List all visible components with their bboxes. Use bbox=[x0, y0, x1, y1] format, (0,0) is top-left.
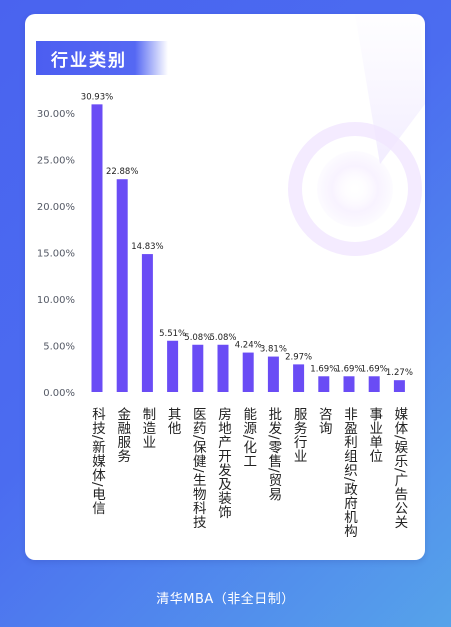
category-label: 制造业 bbox=[139, 407, 156, 449]
category-label: 事业单位 bbox=[366, 407, 383, 463]
y-tick-label: 10.00% bbox=[37, 295, 75, 306]
bar bbox=[217, 344, 229, 392]
bar bbox=[318, 376, 330, 392]
bar bbox=[141, 254, 153, 392]
value-label: 4.24% bbox=[235, 341, 262, 351]
title-badge: 行业类别 bbox=[36, 41, 168, 75]
category-label: 服务行业 bbox=[291, 407, 308, 463]
background-decoration bbox=[288, 14, 425, 256]
value-label: 1.69% bbox=[310, 364, 337, 374]
value-label: 5.08% bbox=[209, 333, 236, 343]
bar bbox=[167, 340, 179, 392]
value-label: 1.69% bbox=[361, 364, 388, 374]
y-tick-label: 5.00% bbox=[43, 342, 75, 353]
category-label: 医药/保健/生物科技 bbox=[190, 407, 207, 529]
y-tick-label: 0.00% bbox=[43, 388, 75, 399]
y-tick-label: 25.00% bbox=[37, 156, 75, 167]
value-label: 1.27% bbox=[386, 368, 413, 378]
bar bbox=[91, 104, 103, 392]
value-label: 1.69% bbox=[335, 364, 362, 374]
value-label: 22.88% bbox=[106, 167, 138, 177]
bar bbox=[393, 380, 405, 392]
y-tick-label: 15.00% bbox=[37, 249, 75, 260]
category-label: 能源/化工 bbox=[240, 407, 257, 468]
footer-caption: 清华MBA（非全日制） bbox=[156, 592, 295, 607]
bar bbox=[242, 352, 254, 392]
bar bbox=[267, 356, 279, 392]
category-label: 媒体/娱乐/广告公关 bbox=[391, 407, 408, 529]
y-tick-label: 30.00% bbox=[37, 109, 75, 120]
category-label: 咨询 bbox=[316, 407, 333, 435]
value-label: 3.81% bbox=[260, 345, 287, 355]
category-label: 房地产开发及装饰 bbox=[215, 407, 232, 519]
category-label: 其他 bbox=[165, 407, 182, 436]
category-label: 金融服务 bbox=[114, 407, 131, 463]
category-label: 非盈利组织/政府机构 bbox=[341, 407, 358, 538]
category-label: 批发/零售/贸易 bbox=[265, 407, 282, 501]
bar bbox=[343, 376, 355, 392]
value-label: 2.97% bbox=[285, 352, 312, 362]
value-label: 5.51% bbox=[159, 329, 186, 339]
chart-title: 行业类别 bbox=[51, 51, 127, 71]
bar bbox=[116, 179, 128, 392]
value-label: 14.83% bbox=[131, 242, 163, 252]
bar bbox=[293, 364, 305, 392]
y-tick-label: 20.00% bbox=[37, 202, 75, 213]
value-label: 5.08% bbox=[184, 333, 211, 343]
value-label: 30.93% bbox=[81, 92, 113, 102]
bar bbox=[192, 344, 204, 392]
bar bbox=[368, 376, 380, 392]
category-label: 科技/新媒体/电信 bbox=[89, 407, 106, 515]
